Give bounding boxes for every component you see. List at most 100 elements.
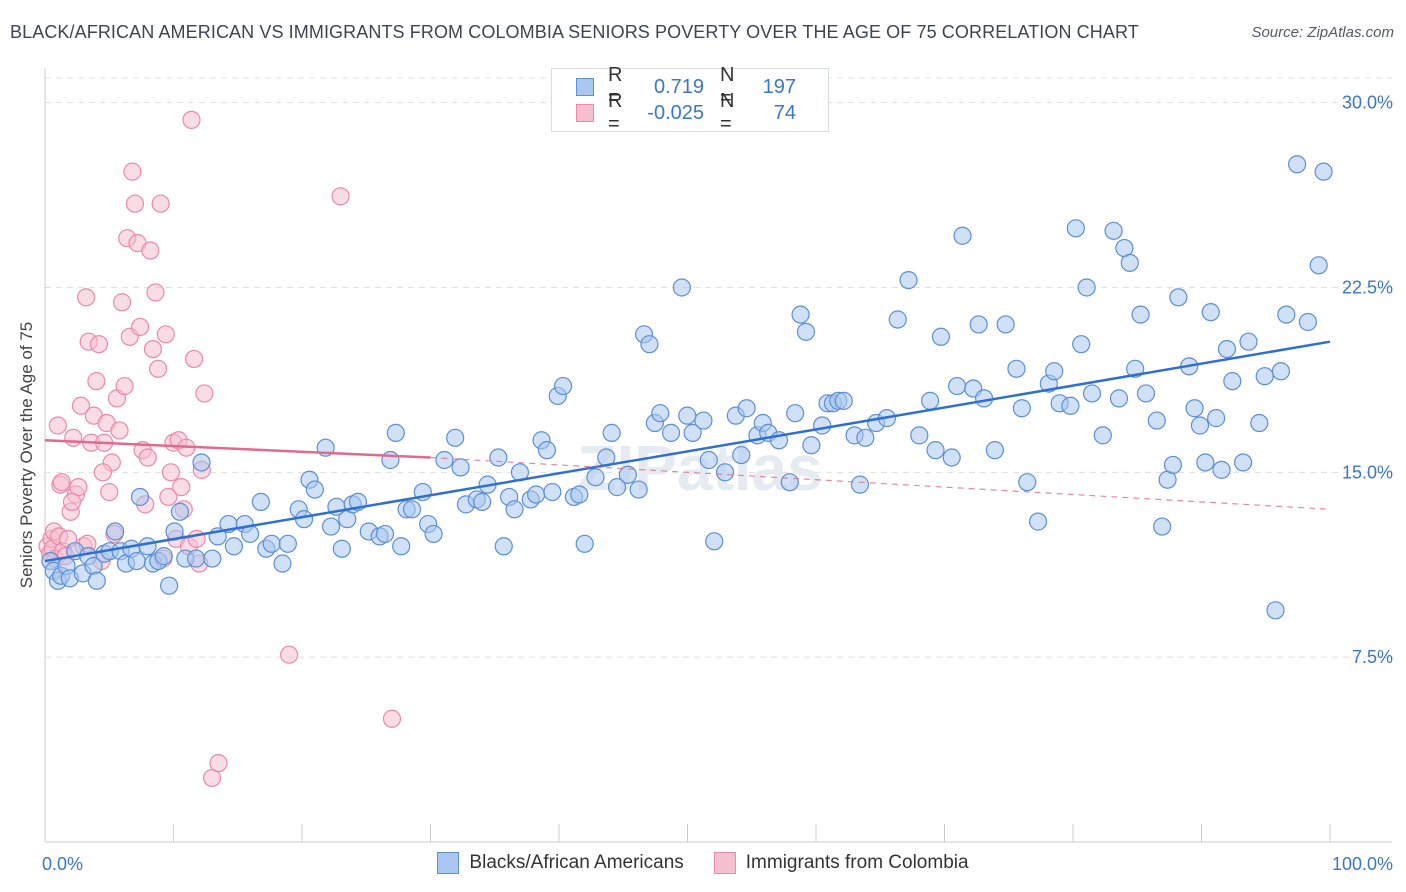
legend-n-label: N = xyxy=(720,64,735,109)
series-colombia-points xyxy=(38,110,402,788)
x-tick-label: 0.0% xyxy=(42,854,83,874)
black-point xyxy=(947,376,967,396)
black-point xyxy=(87,571,106,590)
black-point xyxy=(705,532,724,551)
legend-item-black[interactable]: Blacks/African Americans xyxy=(437,852,684,874)
black-point xyxy=(187,549,206,568)
chart-title: BLACK/AFRICAN AMERICAN VS IMMIGRANTS FRO… xyxy=(10,22,1139,42)
black-point xyxy=(850,475,870,494)
colombia-point xyxy=(331,187,350,206)
series-black-points xyxy=(41,155,1333,620)
colombia-point xyxy=(125,194,145,213)
black-point xyxy=(332,539,351,558)
black-point xyxy=(678,406,697,425)
black-point xyxy=(570,485,589,504)
source-label: Source: ZipAtlas.com xyxy=(1251,24,1394,41)
black-point xyxy=(985,441,1004,460)
black-point xyxy=(273,554,292,573)
black-point xyxy=(683,423,702,442)
black-point xyxy=(899,270,918,290)
black-point xyxy=(424,524,443,544)
black-point xyxy=(1120,253,1139,272)
y-tick-label: 22.5% xyxy=(1342,277,1393,297)
y-axis-label: Seniors Poverty Over the Age of 75 xyxy=(17,322,36,588)
y-tick-label: 7.5% xyxy=(1352,647,1393,667)
black-point xyxy=(505,500,524,519)
colombia-point xyxy=(146,283,165,302)
black-point xyxy=(1007,359,1026,378)
black-point xyxy=(1093,426,1112,445)
colombia-point xyxy=(138,448,157,467)
black-point xyxy=(1212,460,1231,479)
colombia-point xyxy=(209,754,228,773)
black-point xyxy=(1131,305,1150,324)
black-point xyxy=(942,448,961,467)
black-point xyxy=(1066,219,1085,238)
black-point xyxy=(1309,256,1328,275)
colombia-point xyxy=(280,645,299,664)
black-point xyxy=(446,428,465,447)
tick-labels: 7.5% 15.0% 22.5% 30.0% 0.0% 100.0% xyxy=(42,93,1393,874)
black-point xyxy=(953,226,972,245)
legend-r-label: R = xyxy=(608,90,623,135)
black-point xyxy=(629,480,648,499)
stats-legend: R = 0.719 N = 197 R = -0.025 N = 74 xyxy=(551,64,829,135)
colombia-point xyxy=(382,709,402,728)
black-point xyxy=(996,315,1015,334)
black-point xyxy=(203,549,222,568)
black-point xyxy=(786,404,805,423)
black-point xyxy=(1104,221,1123,240)
black-point xyxy=(715,463,735,482)
black-point xyxy=(321,517,341,536)
colombia-point xyxy=(148,359,168,378)
black-point xyxy=(435,450,454,470)
legend-item-colombia[interactable]: Immigrants from Colombia xyxy=(713,852,969,874)
black-point xyxy=(1239,332,1258,351)
black-point xyxy=(278,534,297,553)
black-point xyxy=(834,391,853,410)
black-point xyxy=(974,389,994,408)
colombia-point xyxy=(112,293,132,312)
colombia-point xyxy=(110,421,129,440)
black-point xyxy=(386,423,405,442)
black-point xyxy=(138,537,157,556)
black-point xyxy=(224,537,243,556)
black-point xyxy=(1223,372,1242,391)
colombia-point xyxy=(115,376,134,396)
black-point xyxy=(170,502,190,521)
black-point xyxy=(1061,396,1080,415)
colombia-point xyxy=(195,384,214,403)
black-point xyxy=(1153,517,1172,536)
colombia-point xyxy=(151,194,170,213)
black-point xyxy=(1201,303,1220,322)
legend-r-value: -0.025 xyxy=(647,101,704,124)
black-point xyxy=(651,404,670,423)
black-point xyxy=(607,478,627,497)
legend-swatch-blue xyxy=(437,852,460,874)
black-point xyxy=(672,278,691,297)
colombia-point xyxy=(93,463,112,482)
black-point xyxy=(926,441,945,460)
colombia-point xyxy=(52,473,71,492)
black-point xyxy=(796,322,816,341)
black-point xyxy=(1109,389,1129,408)
black-point xyxy=(1077,278,1096,297)
colombia-point xyxy=(182,110,201,129)
black-point xyxy=(1190,416,1210,435)
black-point xyxy=(910,426,929,445)
colombia-point xyxy=(161,463,181,482)
black-point xyxy=(494,537,513,556)
black-point xyxy=(1169,288,1188,307)
black-point xyxy=(1136,384,1156,403)
legend-n-label: N = xyxy=(720,90,735,135)
black-point xyxy=(160,576,179,595)
colombia-point xyxy=(143,339,163,359)
black-point xyxy=(1028,512,1048,531)
black-point xyxy=(392,537,411,556)
axis-layer xyxy=(44,68,1392,843)
legend-r-label: R = xyxy=(608,64,623,109)
black-trend-line xyxy=(44,340,1331,563)
colombia-point xyxy=(130,317,150,337)
legend-label-black: Blacks/African Americans xyxy=(469,852,684,873)
